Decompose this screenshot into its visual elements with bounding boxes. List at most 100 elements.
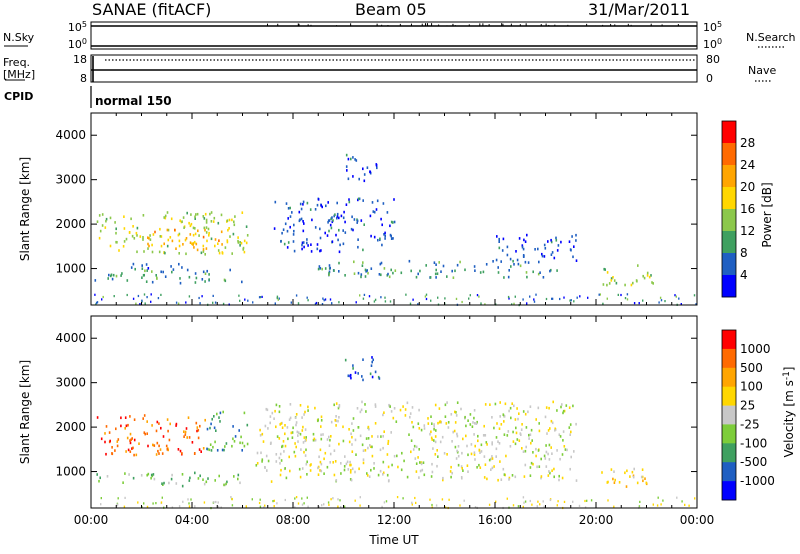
velocity-cell bbox=[625, 485, 628, 488]
velocity-cell bbox=[447, 426, 450, 429]
power-cell bbox=[130, 266, 133, 269]
power-cell bbox=[316, 243, 319, 246]
velocity-cell bbox=[618, 481, 621, 484]
velocity-cell bbox=[243, 411, 246, 415]
power-cell bbox=[348, 198, 350, 201]
power-cell bbox=[329, 223, 332, 227]
power-cell bbox=[198, 296, 200, 300]
velocity-cell bbox=[214, 479, 216, 482]
velocity-cell bbox=[348, 440, 351, 444]
velocity-cell bbox=[419, 469, 422, 473]
velocity-cell bbox=[269, 415, 272, 418]
power-cell bbox=[338, 250, 341, 254]
velocity-colorbar-tick: -100 bbox=[740, 436, 767, 450]
velocity-cell bbox=[189, 476, 191, 480]
velocity-cell bbox=[202, 478, 204, 481]
velocity-cell bbox=[303, 413, 305, 416]
velocity-cell bbox=[431, 503, 433, 507]
velocity-cell bbox=[352, 367, 354, 370]
velocity-cell bbox=[546, 432, 548, 435]
velocity-cell bbox=[231, 498, 233, 501]
power-cell bbox=[355, 301, 357, 304]
power-cell bbox=[392, 237, 394, 240]
velocity-cell bbox=[349, 460, 351, 464]
power-cell bbox=[276, 295, 279, 298]
power-cell bbox=[203, 217, 206, 220]
velocity-cell bbox=[491, 441, 493, 444]
power-cell bbox=[196, 248, 199, 252]
velocity-cell bbox=[694, 497, 696, 500]
power-cell bbox=[336, 212, 339, 216]
velocity-cell bbox=[364, 403, 366, 406]
velocity-cell bbox=[502, 413, 505, 416]
power-cell bbox=[126, 293, 128, 297]
power-cell bbox=[606, 297, 608, 300]
date-title: 31/Mar/2011 bbox=[588, 0, 691, 19]
velocity-cell bbox=[377, 473, 380, 477]
power-cell bbox=[459, 260, 461, 264]
velocity-cell bbox=[350, 478, 353, 482]
velocity-cell bbox=[429, 498, 431, 501]
velocity-cell bbox=[505, 454, 507, 458]
velocity-cell bbox=[520, 428, 523, 431]
power-cell bbox=[204, 253, 206, 256]
y-tick-label: 2000 bbox=[55, 420, 86, 434]
power-cell bbox=[381, 243, 383, 247]
velocity-cell bbox=[258, 501, 261, 505]
velocity-cell bbox=[418, 427, 421, 430]
velocity-cell bbox=[657, 496, 659, 499]
velocity-cell bbox=[332, 497, 334, 500]
power-cell bbox=[551, 297, 554, 300]
power-cell bbox=[146, 269, 148, 272]
power-cell bbox=[194, 227, 196, 230]
power-cell bbox=[330, 226, 333, 230]
velocity-cell bbox=[303, 502, 305, 505]
power-cell bbox=[109, 216, 112, 220]
y-tick-label: 2000 bbox=[55, 217, 86, 231]
velocity-cell bbox=[340, 506, 342, 509]
power-cell bbox=[134, 267, 136, 271]
velocity-cell bbox=[330, 420, 333, 424]
power-cell bbox=[511, 303, 513, 306]
nsky-panel-frame bbox=[90, 21, 698, 50]
velocity-cell bbox=[500, 423, 503, 426]
power-cell bbox=[512, 259, 514, 263]
velocity-cell bbox=[146, 432, 148, 435]
velocity-cell bbox=[232, 437, 234, 441]
velocity-cell bbox=[131, 447, 133, 450]
velocity-cell bbox=[329, 461, 331, 464]
velocity-cell bbox=[514, 475, 517, 479]
velocity-cell bbox=[181, 484, 184, 488]
power-cell bbox=[498, 240, 500, 243]
power-cell bbox=[608, 282, 611, 285]
velocity-cell bbox=[477, 439, 479, 443]
power-cell bbox=[357, 238, 359, 241]
velocity-cell bbox=[519, 432, 522, 435]
velocity-cell bbox=[319, 448, 322, 452]
power-cell bbox=[245, 241, 248, 245]
power-cell bbox=[160, 244, 163, 248]
velocity-cell bbox=[569, 423, 572, 426]
velocity-cell bbox=[433, 425, 435, 428]
velocity-cell bbox=[241, 441, 244, 445]
velocity-cell bbox=[219, 420, 221, 423]
power-cell bbox=[306, 201, 309, 205]
power-cell bbox=[315, 301, 318, 305]
velocity-cell bbox=[413, 444, 416, 448]
power-cell bbox=[541, 252, 543, 256]
velocity-cell bbox=[601, 471, 603, 474]
power-cell bbox=[212, 220, 215, 223]
power-cell bbox=[136, 234, 138, 237]
velocity-cell bbox=[304, 428, 307, 431]
power-cell bbox=[293, 223, 295, 227]
velocity-cell bbox=[390, 410, 393, 413]
velocity-cell bbox=[421, 468, 424, 472]
velocity-cell bbox=[153, 444, 156, 447]
velocity-cell bbox=[328, 503, 330, 506]
power-cell bbox=[551, 251, 554, 254]
power-cell bbox=[178, 244, 181, 248]
velocity-cell bbox=[215, 500, 217, 504]
power-cell bbox=[368, 295, 371, 298]
velocity-cell bbox=[129, 441, 132, 445]
velocity-cell bbox=[275, 425, 277, 429]
